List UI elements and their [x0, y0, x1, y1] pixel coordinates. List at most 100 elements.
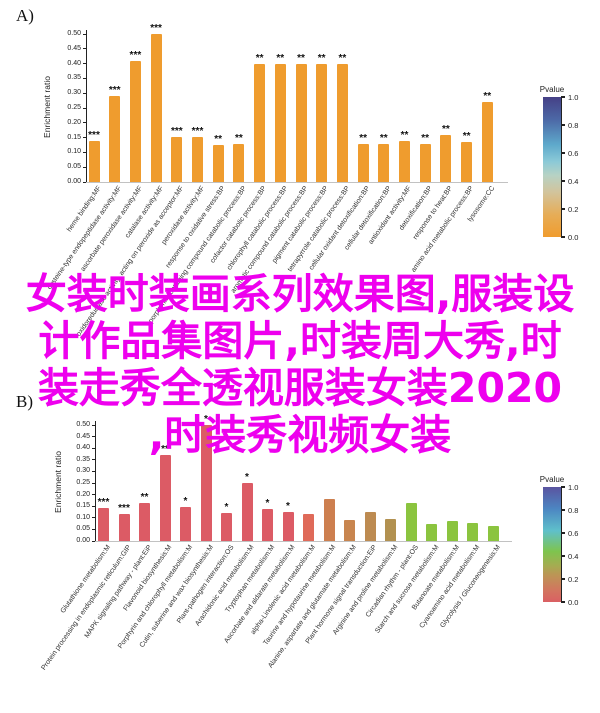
- bar: [419, 143, 431, 182]
- bar: [440, 134, 452, 182]
- x-axis-line: [95, 541, 512, 542]
- legend-tick-mark: [561, 236, 565, 238]
- x-axis-line: [86, 182, 508, 183]
- bar: [233, 143, 245, 182]
- bar: [364, 512, 376, 541]
- watermark-text-line: 装走秀全透视服装女装2020: [37, 364, 563, 412]
- significance-stars: ***: [170, 126, 183, 137]
- significance-stars: **: [462, 131, 471, 143]
- y-tick-mark: [83, 63, 86, 65]
- bar: [109, 96, 121, 182]
- legend-tick-label: 0.0: [568, 232, 579, 242]
- significance-stars: **: [338, 52, 347, 64]
- x-tick-label: catalase activity:MF: [123, 185, 165, 240]
- watermark-overlay-text: 女装时装画系列效果图,服装设 计作品集图片,时装周大秀,时 装走秀全透视服装女装20…: [0, 271, 600, 459]
- significance-stars: *: [265, 498, 270, 510]
- y-tick-label: 0.50: [76, 421, 90, 428]
- watermark-text-line: 计作品集图片,时装周大秀,时: [38, 317, 562, 365]
- significance-stars: **: [297, 52, 305, 64]
- bar: [139, 503, 150, 541]
- significance-stars: *: [245, 472, 249, 484]
- y-tick-mark: [83, 151, 86, 153]
- significance-stars: ***: [108, 85, 121, 97]
- significance-stars: **: [379, 132, 388, 144]
- bar: [303, 514, 314, 541]
- bar: [336, 63, 348, 182]
- legend-tick-label: 0.2: [568, 574, 579, 584]
- bar: [357, 143, 369, 182]
- y-tick-mark: [92, 424, 95, 426]
- significance-stars: **: [483, 91, 492, 103]
- legend-tick-mark: [561, 555, 565, 557]
- legend-tick-mark: [561, 486, 565, 488]
- legend-tick-mark: [561, 180, 565, 182]
- y-tick-mark: [83, 166, 86, 168]
- bar: [405, 502, 417, 541]
- y-tick-label: 0.30: [67, 89, 81, 97]
- y-tick-label: 0.35: [67, 74, 81, 82]
- y-tick-mark: [83, 137, 86, 139]
- significance-stars: *: [183, 496, 188, 508]
- y-tick-mark: [83, 77, 86, 79]
- bar: [241, 483, 253, 541]
- bar: [171, 137, 183, 182]
- bar: [180, 507, 191, 541]
- y-tick-mark: [92, 482, 95, 484]
- bar: [200, 425, 212, 541]
- bar: [323, 499, 335, 541]
- y-tick-label: 0.35: [76, 455, 90, 463]
- legend-tick-mark: [561, 96, 565, 98]
- bar: [274, 63, 286, 182]
- y-tick-label: 0.45: [67, 44, 81, 52]
- y-tick-mark: [92, 505, 95, 507]
- significance-stars: ***: [150, 23, 162, 34]
- bar: [378, 143, 390, 182]
- legend-tick-label: 0.4: [568, 176, 579, 186]
- y-tick-mark: [92, 494, 95, 496]
- bar: [98, 508, 109, 541]
- bar: [344, 519, 355, 541]
- significance-stars: **: [140, 492, 149, 504]
- bar: [118, 514, 130, 541]
- bar: [295, 63, 307, 182]
- legend-tick-label: 0.6: [568, 528, 579, 538]
- y-tick-mark: [92, 470, 95, 472]
- legend-colorbar: [543, 97, 562, 237]
- significance-stars: *: [204, 414, 208, 425]
- legend-tick-mark: [561, 152, 565, 154]
- legend-tick-label: 0.2: [568, 204, 579, 214]
- significance-stars: **: [359, 132, 367, 144]
- legend-tick-mark: [561, 578, 565, 580]
- significance-stars: **: [161, 443, 169, 455]
- legend-tick-mark: [561, 601, 565, 603]
- legend-tick-mark: [561, 509, 565, 511]
- bar: [446, 521, 458, 541]
- y-tick-mark: [92, 540, 95, 542]
- significance-stars: **: [400, 129, 409, 141]
- y-tick-label: 0.05: [76, 525, 90, 533]
- bar: [212, 145, 224, 182]
- y-tick-mark: [83, 181, 86, 183]
- legend-colorbar: [543, 487, 562, 602]
- legend-tick-label: 0.8: [568, 505, 579, 515]
- significance-stars: *: [224, 502, 229, 514]
- y-tick-mark: [83, 92, 86, 94]
- significance-stars: **: [441, 123, 450, 135]
- bar: [316, 63, 328, 182]
- significance-stars: **: [255, 52, 264, 64]
- y-axis-spine: [86, 30, 87, 182]
- y-tick-label: 0.25: [67, 104, 81, 111]
- bar: [282, 511, 294, 541]
- legend-tick-label: 0.0: [568, 597, 579, 607]
- y-axis-spine: [95, 421, 96, 541]
- x-tick-label: Protein processing in endoplasmic reticu…: [40, 544, 133, 672]
- legend-tick-label: 0.8: [568, 120, 579, 130]
- legend-tick-mark: [561, 124, 565, 126]
- y-tick-label: 0.20: [67, 118, 81, 126]
- bar: [461, 142, 473, 182]
- y-tick-label: 0.00: [76, 537, 90, 544]
- y-axis-label: Enrichment ratio: [42, 76, 52, 138]
- significance-stars: ***: [129, 49, 142, 61]
- y-tick-label: 0.15: [76, 502, 90, 510]
